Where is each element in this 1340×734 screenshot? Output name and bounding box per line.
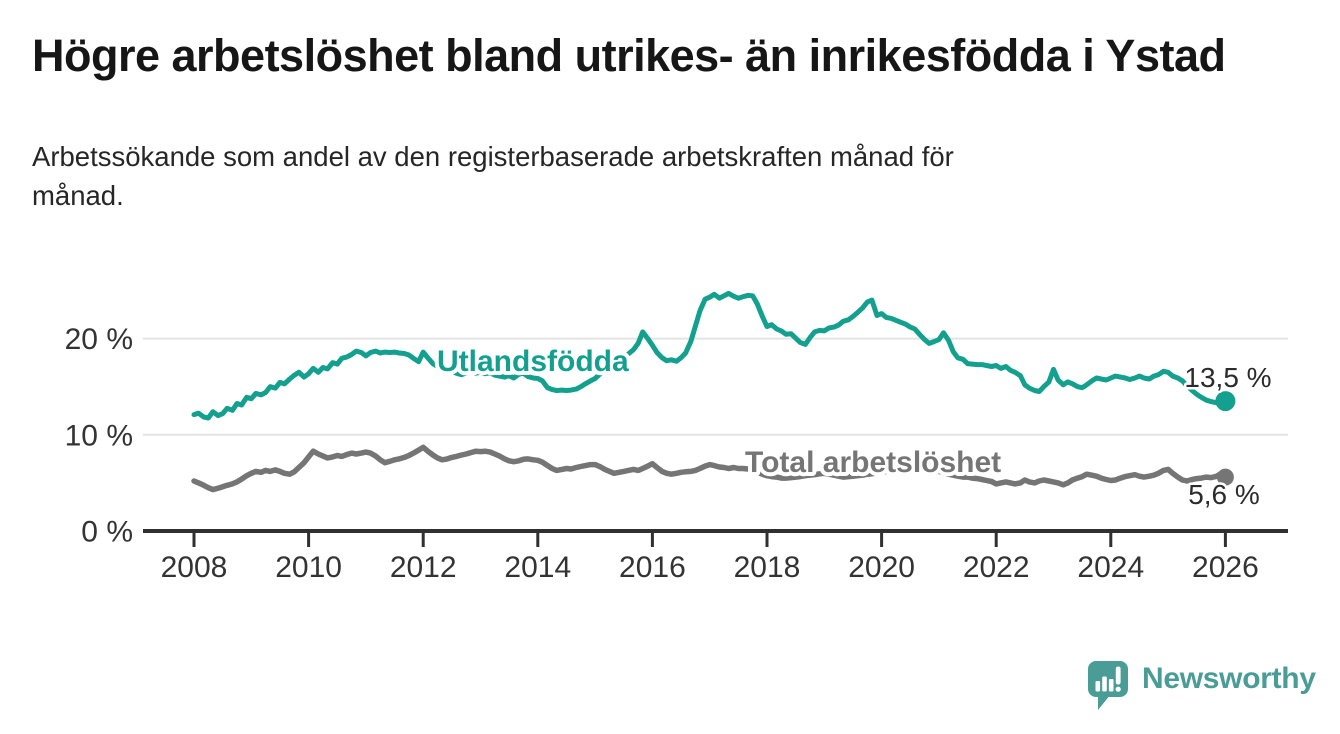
y-axis-label: 20 % xyxy=(65,323,133,356)
chart-subtitle: Arbetssökande som andel av den registerb… xyxy=(32,141,954,211)
x-tick-label: 2022 xyxy=(963,551,1030,584)
exclamation-stem xyxy=(1115,666,1121,685)
x-tick-label: 2016 xyxy=(619,551,686,584)
series-value-label-total: 5,6 % xyxy=(1188,479,1260,510)
exclamation-dot xyxy=(1115,686,1121,692)
x-tick-label: 2026 xyxy=(1192,551,1259,584)
x-tick-label: 2010 xyxy=(275,551,342,584)
series-label-utlandsfodda: Utlandsfödda xyxy=(437,345,629,378)
speech-bubble-shape xyxy=(1088,661,1128,710)
y-axis-label: 10 % xyxy=(65,419,133,452)
bar-chart-glyph xyxy=(1095,666,1121,692)
series-label-total: Total arbetslöshet xyxy=(745,446,1001,479)
series-value-label-utlandsfodda: 13,5 % xyxy=(1184,362,1271,393)
series-end-dot-total xyxy=(1216,468,1234,486)
x-tick-label: 2012 xyxy=(390,551,457,584)
series-line-utlandsfodda xyxy=(191,290,1228,421)
brand-name: Newsworthy xyxy=(1142,662,1316,695)
chart-title: Högre arbetslöshet bland utrikes- än inr… xyxy=(32,30,1226,81)
x-tick-label: 2024 xyxy=(1077,551,1144,584)
x-tick-label: 2008 xyxy=(161,551,228,584)
x-tick-label: 2018 xyxy=(734,551,801,584)
series-line-total xyxy=(191,444,1229,493)
brand-footer: Newsworthy xyxy=(1085,658,1316,712)
x-tick-label: 2014 xyxy=(504,551,571,584)
series-end-dot-utlandsfodda xyxy=(1215,391,1236,412)
newsworthy-logo-icon xyxy=(1088,661,1128,710)
y-axis-label: 0 % xyxy=(81,516,133,549)
x-tick-label: 2020 xyxy=(848,551,915,584)
